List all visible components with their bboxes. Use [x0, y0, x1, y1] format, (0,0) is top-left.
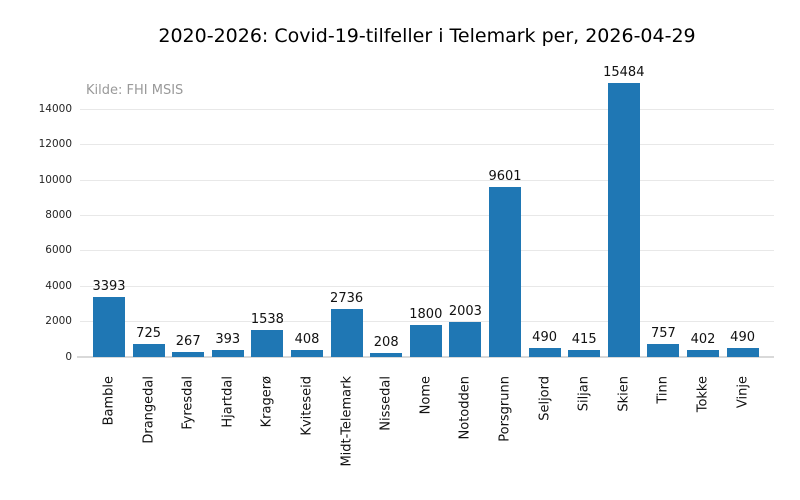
y-tick-label: 6000 [45, 244, 72, 257]
x-tick-label-text: Notodden [457, 376, 473, 440]
bar-notodden [449, 322, 482, 357]
x-tick-label: Nome [418, 376, 433, 418]
x-tick-label: Midt-Telemark [339, 376, 354, 471]
plot-area: 3393 725 267 393 1538 408 2736 208 1800 2003 9601 4… [77, 66, 774, 358]
bar-skien [607, 83, 640, 357]
bar-value-label: 393 [215, 332, 241, 347]
y-tick-label: 0 [65, 350, 72, 363]
x-tick-label-text: Fyresdal [180, 376, 196, 430]
bar-value-label: 2736 [330, 291, 364, 306]
bar-value-label: 9601 [488, 169, 522, 184]
bar-kragerø [251, 330, 284, 357]
gridline [80, 144, 774, 146]
bar-value-label: 2003 [448, 304, 482, 319]
x-tick-label-text: Tinn [655, 376, 671, 404]
x-tick-label-text: Nissedal [378, 376, 394, 431]
y-tick-label: 4000 [45, 279, 72, 292]
bar-nome [409, 325, 442, 357]
x-tick-label-text: Bamble [101, 376, 117, 426]
source-annotation: Kilde: FHI MSIS [86, 83, 184, 98]
bar-bamble [93, 297, 125, 357]
bar-hjartdal [211, 350, 244, 357]
x-tick-label-text: Kragerø [259, 376, 275, 428]
x-tick-label-text: Porsgrunn [497, 376, 513, 442]
gridline [80, 215, 774, 217]
chart-title: 2020-2026: Covid-19-tilfeller i Telemark… [158, 25, 696, 47]
x-tick-label-text: Siljan [576, 376, 592, 412]
bar-value-label: 415 [571, 332, 597, 347]
bar-value-label: 267 [175, 334, 201, 349]
bar-value-label: 757 [650, 326, 676, 341]
bar-tinn [647, 344, 680, 357]
bar-value-label: 1538 [250, 312, 284, 327]
bar-midt-telemark [330, 309, 363, 357]
bar-value-label: 490 [730, 330, 756, 345]
x-tick-label: Notodden [458, 376, 473, 443]
y-tick-label: 14000 [38, 103, 72, 116]
bar-value-label: 1800 [409, 307, 443, 322]
bar-tokke [687, 350, 719, 357]
gridline [80, 179, 774, 181]
x-tick-label-text: Hjartdal [220, 376, 236, 428]
bar-value-label: 208 [373, 335, 399, 350]
x-tick-label-text: Tokke [695, 376, 711, 413]
x-tick-label: Seljord [537, 376, 552, 425]
bar-porsgrunn [489, 187, 521, 357]
x-tick-label-text: Kviteseid [299, 376, 315, 436]
bar-value-label: 3393 [92, 279, 126, 294]
bar-value-label: 490 [532, 330, 558, 345]
x-tick-label: Hjartdal [220, 376, 235, 432]
x-tick-label-text: Drangedal [141, 376, 157, 444]
x-tick-label-text: Nome [418, 376, 434, 415]
bar-value-label: 725 [136, 326, 162, 341]
x-tick-label: Siljan [577, 376, 592, 415]
gridline [80, 109, 774, 111]
x-tick-label: Nissedal [379, 376, 394, 435]
x-tick-label: Skien [616, 376, 631, 416]
x-tick-label-text: Midt-Telemark [339, 376, 355, 467]
x-tick-label: Tinn [656, 376, 671, 408]
x-tick-label: Porsgrunn [498, 376, 513, 446]
bar-nissedal [370, 353, 403, 357]
bar-fyresdal [172, 352, 205, 357]
y-tick-label: 12000 [38, 138, 72, 151]
x-tick-label: Drangedal [141, 376, 156, 448]
x-tick-label: Bamble [102, 376, 117, 429]
gridline [80, 321, 774, 323]
x-tick-label: Fyresdal [181, 376, 196, 434]
x-tick-label: Tokke [696, 376, 711, 416]
y-tick-label: 10000 [38, 173, 72, 186]
gridline [80, 250, 774, 252]
y-tick-label: 8000 [45, 209, 72, 222]
bar-kviteseid [291, 350, 323, 357]
x-tick-label: Vinje [735, 376, 750, 412]
x-tick-label: Kviteseid [300, 376, 315, 440]
x-tick-label: Kragerø [260, 376, 275, 431]
y-tick-label: 2000 [45, 315, 72, 328]
x-tick-label-text: Seljord [537, 376, 553, 421]
x-tick-label-text: Vinje [735, 376, 751, 409]
bar-value-label: 408 [294, 332, 320, 347]
bar-siljan [568, 350, 601, 357]
bar-drangedal [132, 344, 165, 357]
bar-value-label: 402 [690, 332, 716, 347]
bar-value-label: 15484 [603, 65, 645, 80]
x-axis-line [77, 356, 774, 358]
bar-vinje [726, 348, 759, 357]
x-axis-tick-labels: Bamble Drangedal Fyresdal Hjartdal Kragerø Kv… [80, 376, 774, 486]
bar-seljord [528, 348, 561, 357]
x-tick-label-text: Skien [616, 376, 632, 412]
gridline [80, 285, 774, 287]
